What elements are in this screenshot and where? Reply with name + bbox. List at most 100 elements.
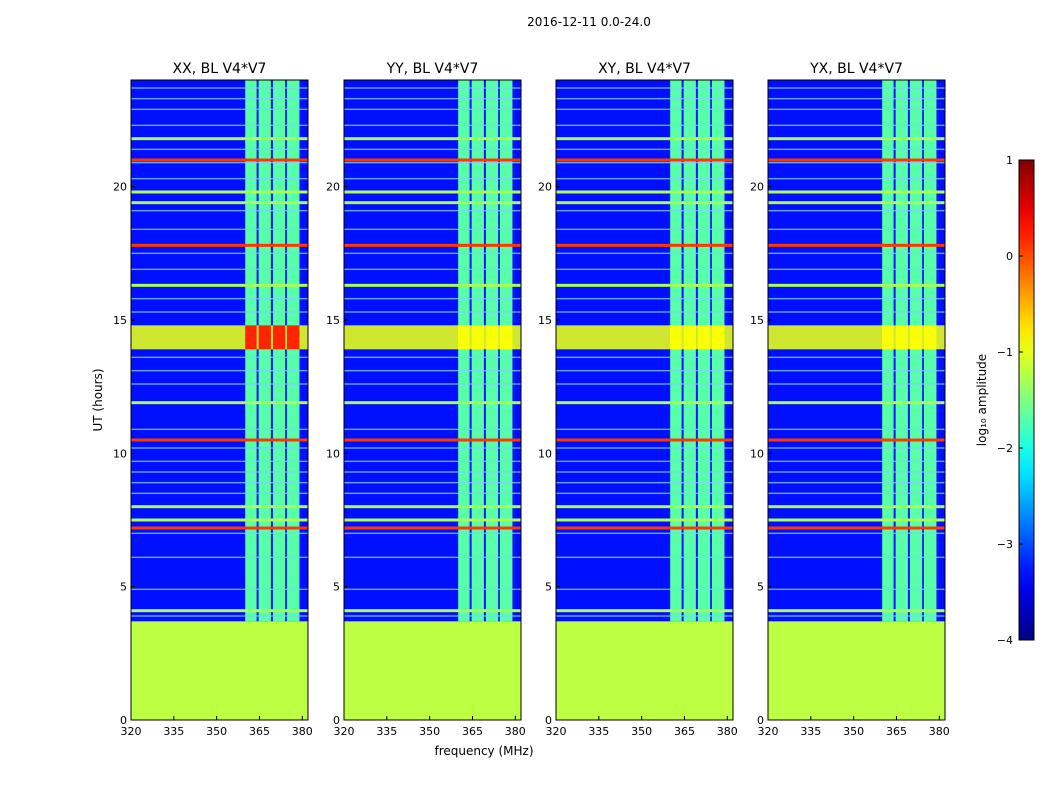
no-data-region [768,621,945,720]
bright-line [344,609,521,613]
bright-line [344,158,521,162]
x-tick-label: 365 [886,725,907,738]
bright-line [556,190,733,194]
faint-line [131,161,308,164]
faint-line [556,209,733,212]
x-tick-label: 320 [334,725,355,738]
bright-line [131,518,308,522]
y-tick-label: 5 [757,581,764,594]
rfi-band [286,80,300,622]
faint-line [131,615,308,617]
faint-line [768,311,945,313]
faint-line [768,447,945,449]
faint-line [131,311,308,313]
faint-line [556,532,733,535]
y-tick-label: 5 [120,581,127,594]
colorbar: 1 0 −1 −2 −3 −4 log₁₀ amplitude [975,154,1035,647]
faint-line [768,148,945,151]
bright-line [131,137,308,141]
bright-line [556,609,733,613]
bright-line [556,438,733,442]
rfi-band [458,80,470,622]
x-tick-label: 350 [631,725,652,738]
bright-line [768,137,945,141]
faint-line [556,556,733,559]
faint-line [768,297,945,300]
flare-hotspot [286,325,300,350]
faint-line [131,177,308,180]
faint-line [131,369,308,372]
bright-line [344,438,521,442]
bright-line [131,158,308,162]
flare-hotspot [245,325,257,350]
faint-line [768,228,945,231]
bright-line [344,283,521,287]
bright-line [768,243,945,247]
y-tick-label: 10 [113,447,127,460]
flare-hotspot [499,325,513,350]
bright-line [131,201,308,205]
axes-frame [130,79,309,721]
faint-line [768,532,945,535]
bright-line [344,243,521,247]
faint-line [556,268,733,271]
colorbar-label: log₁₀ amplitude [975,354,989,446]
flare-hotspot [923,325,937,350]
faint-line [556,492,733,495]
faint-line [768,369,945,372]
faint-line [344,481,521,484]
faint-line [768,177,945,180]
bright-line [131,526,308,530]
bright-line [556,401,733,405]
rfi-band [272,80,286,622]
flare-hotspot [909,325,923,350]
axes-frame [343,79,522,721]
bright-line [556,283,733,287]
x-axis-label: frequency (MHz) [434,744,533,758]
faint-line [556,311,733,313]
faint-line [768,588,945,591]
bright-line [344,401,521,405]
flare-hotspot [711,325,725,350]
y-tick-label: 20 [538,181,552,194]
x-tick-label: 335 [376,725,397,738]
faint-line [556,252,733,255]
faint-line [131,481,308,484]
x-tick-label: 320 [121,725,142,738]
figure-suptitle: 2016-12-11 0.0-24.0 [527,15,651,29]
y-tick-label: 15 [750,314,764,327]
x-tick-label: 335 [163,725,184,738]
y-tick-label: 0 [333,714,340,727]
x-tick-label: 380 [505,725,526,738]
faint-line [131,87,308,89]
faint-line [344,311,521,313]
faint-line [768,356,945,359]
bright-line [556,243,733,247]
faint-line [131,209,308,212]
bright-line [131,243,308,247]
no-data-region [344,621,521,720]
faint-line [344,297,521,300]
bright-line [344,518,521,522]
heatmap [344,80,521,720]
faint-line [768,252,945,255]
faint-line [131,148,308,151]
faint-line [131,228,308,231]
bright-line [131,609,308,613]
faint-line [344,161,521,164]
faint-line [768,460,945,463]
faint-line [768,97,945,100]
faint-line [131,588,308,591]
faint-line [556,428,733,431]
faint-line [344,615,521,617]
bright-line [768,401,945,405]
faint-line [344,588,521,591]
panel-1: XX, BL V4*V7 320 335 350 365 380 0 5 10 15 20 [113,61,313,738]
y-tick-label: 5 [545,581,552,594]
faint-line [344,252,521,255]
faint-line [131,268,308,271]
flare-hotspot [258,325,271,350]
y-tick-label: 20 [113,181,127,194]
rfi-band [670,80,682,622]
